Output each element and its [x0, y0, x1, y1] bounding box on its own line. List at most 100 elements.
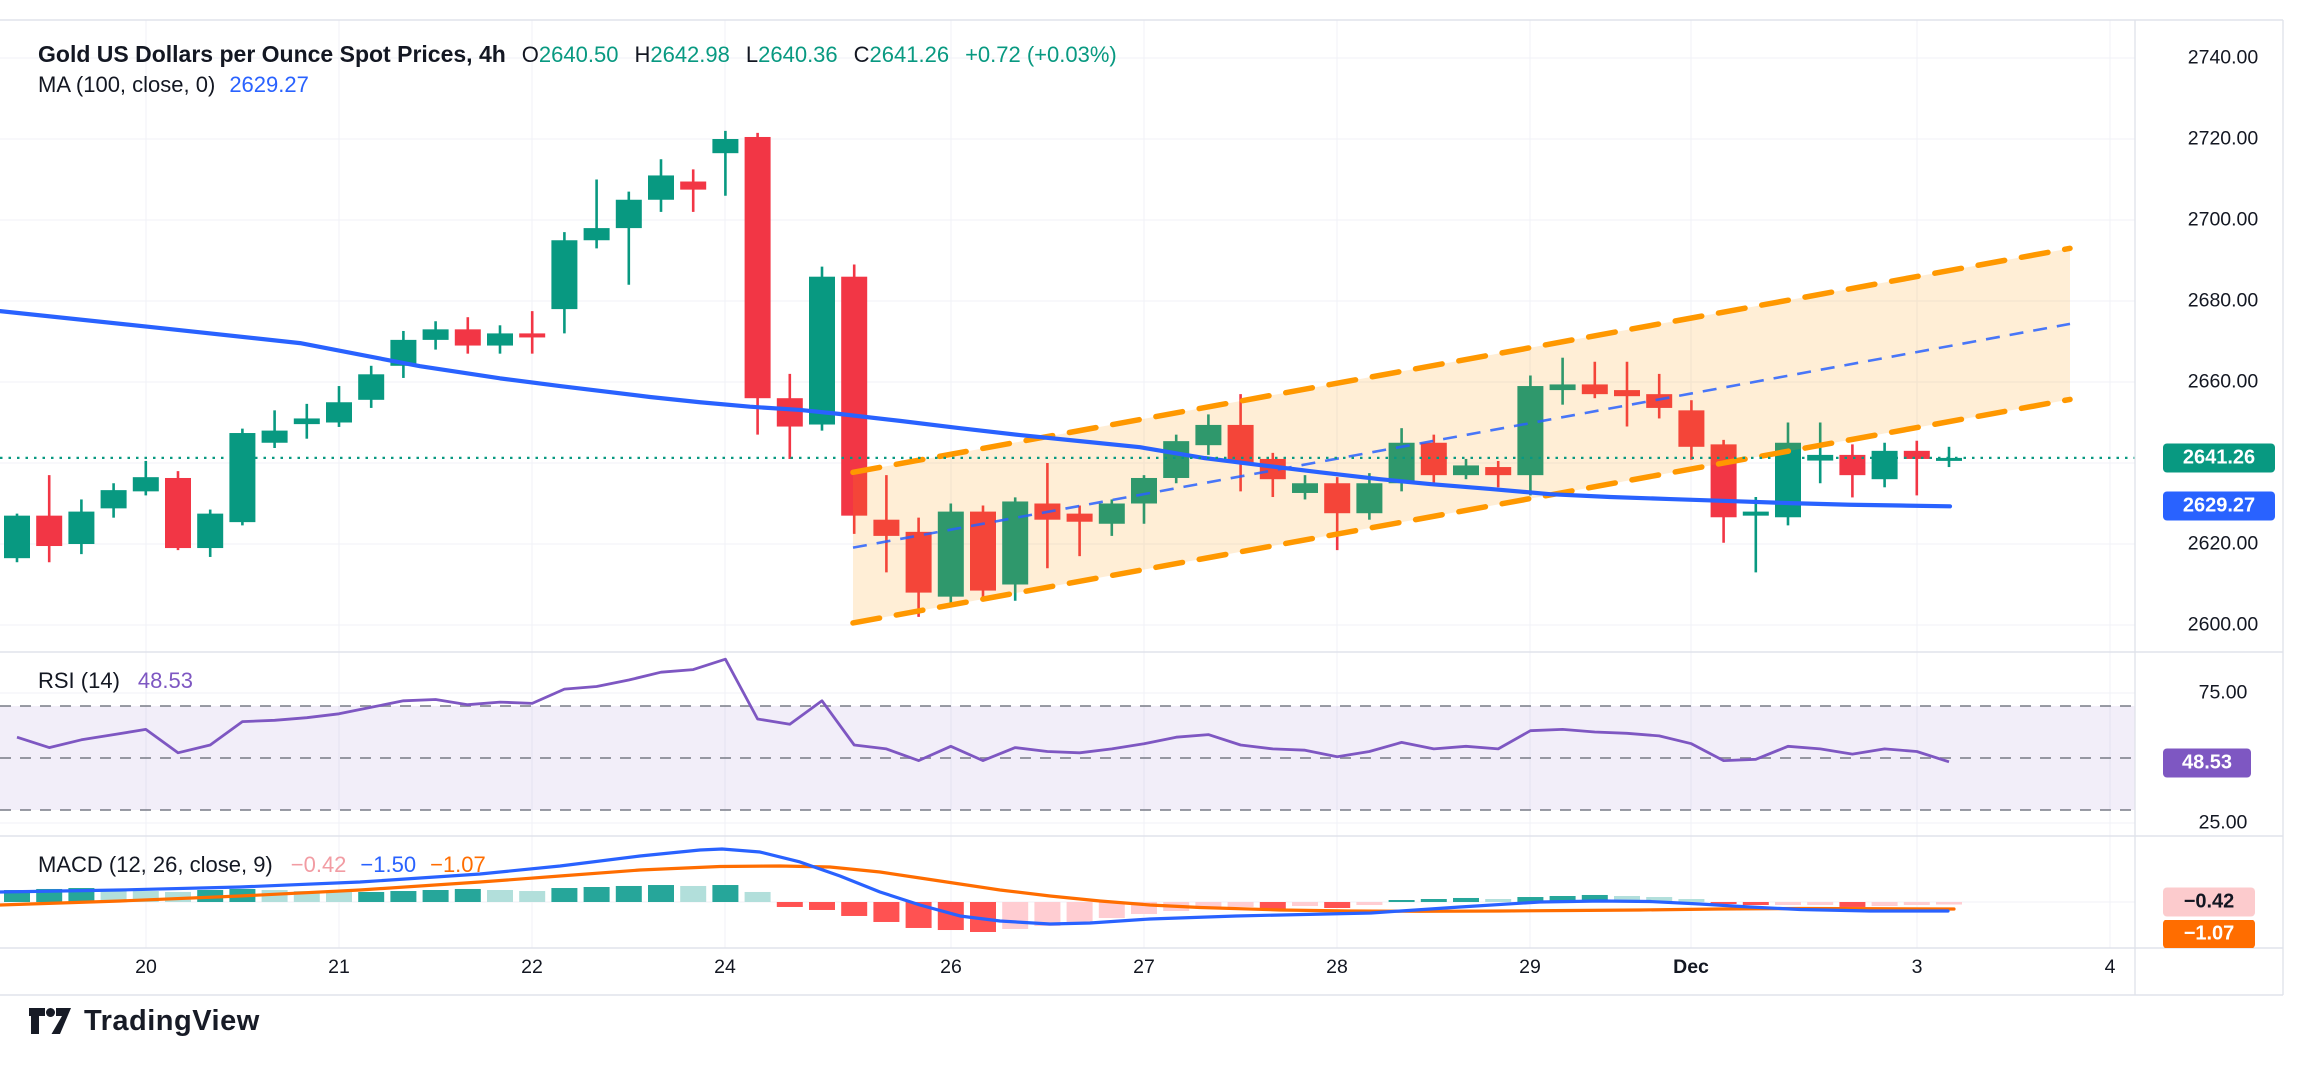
candle-up — [583, 179, 610, 249]
macd-histogram-bar — [100, 890, 127, 902]
candle-down — [1710, 439, 1737, 543]
macd-histogram-bar — [1710, 902, 1737, 904]
candle-down — [165, 471, 191, 551]
macd-histogram-bar — [873, 902, 900, 922]
candle-body — [1936, 457, 1962, 461]
macd-histogram-bar — [293, 891, 320, 902]
tradingview-logo[interactable]: TradingView — [28, 1002, 260, 1040]
macd-histogram-bar — [1936, 902, 1962, 905]
macd-histogram-bar — [1775, 902, 1801, 905]
macd-histogram-bar — [1646, 897, 1673, 902]
macd-histogram-bar — [1324, 902, 1351, 908]
candle-up — [1098, 499, 1125, 536]
tradingview-logo-icon — [29, 1008, 71, 1034]
macd-histogram-bar — [1903, 902, 1930, 905]
candle-up — [1517, 375, 1544, 496]
candle-body — [905, 531, 932, 593]
rsi-legend-row[interactable]: RSI (14) 48.53 — [38, 668, 193, 694]
candle-up — [487, 325, 513, 354]
candle-body — [454, 329, 481, 346]
candle-body — [648, 175, 674, 200]
macd-histogram-bar — [1517, 897, 1544, 902]
main-pane-layer — [0, 130, 2135, 626]
candle-up — [261, 410, 288, 449]
macd-histogram-bar — [358, 891, 385, 902]
macd-histogram-bar — [132, 891, 159, 902]
symbol-legend-row[interactable]: Gold US Dollars per Ounce Spot Prices, 4… — [38, 41, 1117, 68]
macd-line — [0, 847, 1950, 926]
macd-hist-badge: −0.42 — [2163, 887, 2255, 917]
candle-up — [1871, 442, 1898, 488]
candle-body — [1292, 483, 1318, 493]
macd-histogram-bar — [1871, 902, 1898, 907]
time-axis-label: 3 — [1911, 956, 1923, 978]
macd-histogram-bar — [776, 902, 803, 907]
ohlc-close: C2641.26 — [853, 42, 950, 67]
candle-body — [1324, 483, 1351, 514]
macd-histogram-bar — [1614, 896, 1640, 902]
ohlc-high: H2642.98 — [634, 42, 730, 67]
candle-body — [1066, 513, 1093, 522]
macd-histogram-bar — [1807, 902, 1834, 905]
candle-up — [68, 499, 95, 555]
candle-up — [648, 159, 674, 212]
ma100-line — [0, 309, 1953, 509]
candle-body — [132, 477, 159, 492]
macd-histogram-bar — [1453, 897, 1479, 902]
macd-histogram-bar — [615, 885, 642, 902]
macd-histogram-bar — [841, 902, 868, 916]
candle-down — [841, 264, 868, 534]
time-axis-label: 22 — [521, 956, 543, 978]
candle-body — [1581, 384, 1608, 395]
candle-body — [1742, 511, 1769, 516]
candle-body — [1903, 450, 1930, 459]
candle-body — [358, 374, 385, 400]
rsi-pane[interactable] — [0, 652, 2135, 836]
macd-legend-row[interactable]: MACD (12, 26, close, 9) −0.42 −1.50 −1.0… — [38, 852, 486, 878]
ma-value-badge: 2629.27 — [2163, 491, 2275, 521]
candle-up — [809, 266, 835, 431]
candle-up — [197, 509, 224, 557]
macd-label: MACD (12, 26, close, 9) — [38, 852, 273, 877]
time-axis-label: 24 — [714, 956, 736, 978]
macd-histogram-bar — [1742, 902, 1769, 905]
candle-up — [100, 483, 127, 518]
macd-histogram-bar — [1002, 902, 1029, 929]
channel-upper-line — [850, 245, 2073, 476]
candle-body — [841, 276, 868, 516]
candle-down — [680, 169, 707, 212]
macd-histogram-bar — [1195, 902, 1222, 910]
candle-body — [1549, 384, 1576, 391]
candle-down — [36, 475, 63, 563]
macd-pane-layer — [0, 847, 1962, 932]
macd-histogram-bar — [390, 891, 417, 902]
candle-body — [680, 181, 707, 190]
rsi-pane-layer — [0, 657, 2135, 811]
candle-up — [1549, 357, 1576, 405]
candle-body — [1195, 424, 1222, 446]
ohlc-low: L2640.36 — [745, 42, 838, 67]
candle-body — [36, 515, 63, 547]
macd-histogram-bar — [712, 885, 739, 902]
ma-legend-row[interactable]: MA (100, close, 0) 2629.27 — [38, 72, 309, 98]
macd-histogram-bar — [1420, 899, 1447, 902]
candle-up — [937, 503, 964, 607]
candle-down — [1581, 361, 1608, 399]
rsi-value-badge: 48.53 — [2163, 748, 2251, 778]
candle-up — [551, 232, 578, 334]
time-axis-label: 4 — [2104, 956, 2116, 978]
candle-body — [519, 333, 546, 338]
candle-up — [1163, 434, 1190, 484]
candle-body — [873, 519, 900, 536]
candle-down — [1066, 505, 1093, 557]
ma-value: 2629.27 — [229, 72, 309, 97]
candle-down — [1614, 361, 1640, 427]
macd-histogram-bar — [680, 885, 707, 902]
candle-body — [1678, 410, 1705, 447]
candle-up — [229, 428, 256, 526]
price-scale[interactable] — [2135, 20, 2283, 948]
time-axis-label: 26 — [940, 956, 962, 978]
main-price-pane[interactable] — [0, 20, 2135, 652]
macd-hist-value: −0.42 — [290, 852, 347, 877]
